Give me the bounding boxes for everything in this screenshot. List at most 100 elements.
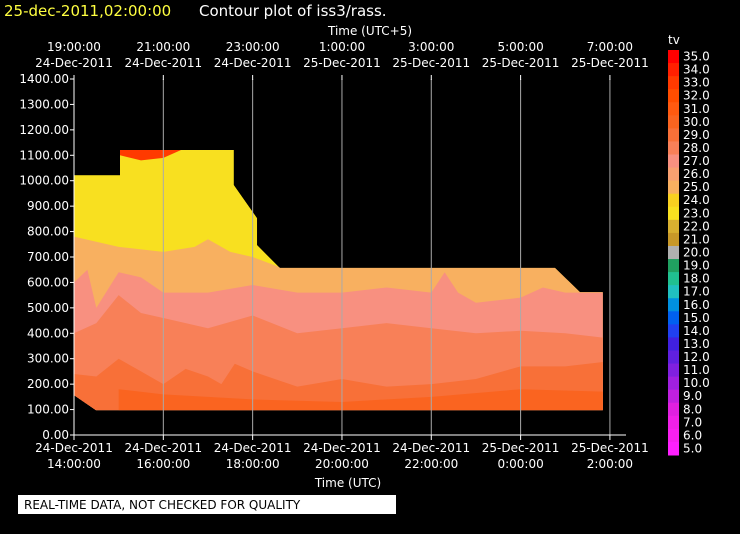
colorbar-cell [668,206,679,221]
colorbar-label: 16.0 [683,298,710,312]
timestamp: 25-dec-2011,02:00:00 [4,2,171,20]
y-tick-label: 700.00 [27,250,69,264]
colorbar-cell [668,154,679,169]
colorbar-label: 30.0 [683,115,710,129]
y-tick-label: 0.00 [42,428,69,442]
y-tick-label: 600.00 [27,275,69,289]
colorbar-cell [668,402,679,417]
colorbar-cell [668,441,679,456]
colorbar-label: 11.0 [683,363,710,377]
colorbar-label: 28.0 [683,141,710,155]
colorbar-label: 26.0 [683,167,710,181]
x2-tick-label: 23:00:00 24-Dec-2011 [214,40,292,70]
y-tick-label: 1200.00 [19,123,69,137]
colorbar-label: 24.0 [683,193,710,207]
colorbar-cell [668,350,679,365]
contour-region [118,389,603,411]
colorbar-label: 23.0 [683,206,710,220]
y-tick-label: 1400.00 [19,72,69,86]
colorbar-label: 25.0 [683,180,710,194]
colorbar-cell [668,193,679,208]
colorbar-cell [668,232,679,247]
y-tick-label: 100.00 [27,403,69,417]
colorbar-label: 12.0 [683,350,710,364]
colorbar-cell [668,337,679,351]
colorbar-label: 5.0 [683,441,702,455]
colorbar-label: 35.0 [683,50,710,64]
x2-tick-label: 21:00:00 24-Dec-2011 [124,40,202,70]
x-tick-label: 24-Dec-2011 22:00:00 [392,441,470,471]
note-box [18,495,396,514]
contour-region [120,149,182,161]
x2-tick-label: 1:00:00 25-Dec-2011 [303,40,381,70]
colorbar-label: 21.0 [683,232,710,246]
x-tick-label: 24-Dec-2011 20:00:00 [303,441,381,471]
x-tick-label: 24-Dec-2011 14:00:00 [35,441,113,471]
x-tick-label: 25-Dec-2011 2:00:00 [571,441,649,471]
colorbar-cell [668,415,679,430]
colorbar-cell [668,272,679,286]
chart-title: Contour plot of iss3/rass. [199,2,387,20]
y-tick-label: 1100.00 [19,148,69,162]
x-tick-label: 25-Dec-2011 0:00:00 [482,441,560,471]
y-tick-label: 1000.00 [19,174,69,188]
y-tick-label: 900.00 [27,199,69,213]
colorbar-label: 20.0 [683,246,710,260]
colorbar-cell [668,311,679,325]
colorbar-label: 18.0 [683,272,710,286]
colorbar-label: 33.0 [683,76,710,90]
x2-tick-label: 7:00:00 25-Dec-2011 [571,40,649,70]
y-tick-label: 500.00 [27,301,69,315]
colorbar-label: 14.0 [683,324,710,338]
colorbar-cell [668,245,679,260]
y-tick-label: 1300.00 [19,97,69,111]
colorbar-cell [668,89,679,103]
colorbar-label: 13.0 [683,337,710,351]
colorbar-cell [668,363,679,378]
note: REAL-TIME DATA, NOT CHECKED FOR QUALITY [24,498,301,512]
colorbar-cell [668,50,679,64]
x-tick-label: 24-Dec-2011 16:00:00 [124,441,202,471]
colorbar-cell [668,428,679,443]
colorbar-title: tv [668,33,680,47]
colorbar-label: 6.0 [683,428,702,442]
colorbar-cell [668,180,679,195]
colorbar-cell [668,167,679,182]
colorbar-cell [668,376,679,391]
colorbar-cell [668,63,679,77]
y-tick-label: 300.00 [27,352,69,366]
colorbar-label: 31.0 [683,102,710,116]
y-tick-label: 200.00 [27,377,69,391]
colorbar-cell [668,141,679,156]
x2-tick-label: 3:00:00 25-Dec-2011 [392,40,470,70]
colorbar-label: 34.0 [683,63,710,77]
x-axis-title: Time (UTC) [314,476,381,490]
colorbar-cell [668,128,679,142]
colorbar-label: 10.0 [683,376,710,390]
colorbar-cell [668,115,679,129]
colorbar-label: 19.0 [683,259,710,273]
colorbar-label: 22.0 [683,219,710,233]
x2-axis-title: Time (UTC+5) [327,24,412,38]
colorbar-label: 8.0 [683,402,702,416]
colorbar-cell [668,298,679,312]
colorbar-cell [668,76,679,90]
y-tick-label: 400.00 [27,326,69,340]
colorbar-cell [668,102,679,116]
colorbar-label: 7.0 [683,415,702,429]
y-tick-label: 800.00 [27,225,69,239]
colorbar-label: 27.0 [683,154,710,168]
colorbar-label: 32.0 [683,89,710,103]
colorbar-cell [668,285,679,299]
colorbar-cell [668,324,679,338]
colorbar-cell [668,389,679,404]
x-tick-label: 24-Dec-2011 18:00:00 [214,441,292,471]
x2-tick-label: 19:00:00 24-Dec-2011 [35,40,113,70]
colorbar-label: 15.0 [683,311,710,325]
colorbar-label: 17.0 [683,285,710,299]
colorbar-label: 29.0 [683,128,710,142]
x2-tick-label: 5:00:00 25-Dec-2011 [482,40,560,70]
colorbar-cell [668,219,679,234]
